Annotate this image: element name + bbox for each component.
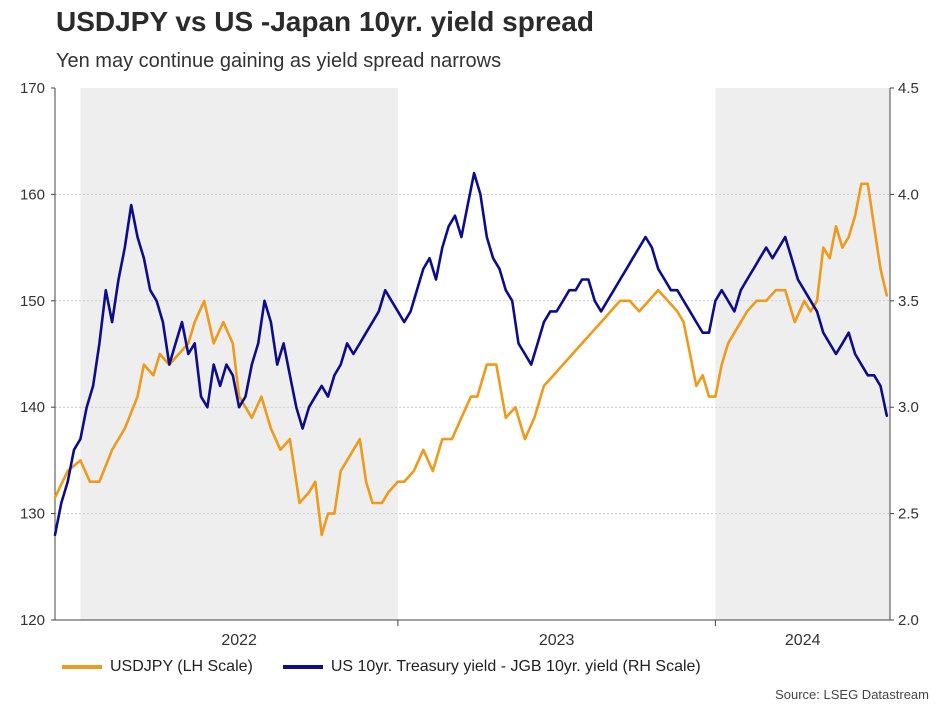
shade-band-2022	[80, 88, 398, 620]
left-tick-label-140: 140	[20, 399, 45, 416]
gridlines	[55, 193, 890, 515]
right-tick-label-2.0: 2.0	[898, 612, 919, 629]
legend-swatch-usdjpy	[62, 665, 102, 669]
year-shading	[80, 88, 890, 620]
line-yield-spread	[53, 171, 889, 537]
legend-label-spread: US 10yr. Treasury yield - JGB 10yr. yiel…	[330, 658, 701, 675]
legend-swatch-spread	[282, 665, 323, 669]
right-axis-ticks: 2.0 2.5 3.0 3.5 4.0 4.5	[890, 80, 919, 629]
right-tick-label-3.0: 3.0	[898, 399, 919, 416]
x-axis-ticks: 2022 2023 2024	[221, 620, 821, 649]
legend: USDJPY (LH Scale) US 10yr. Treasury yiel…	[62, 658, 731, 676]
x-tick-label-2024: 2024	[785, 632, 821, 649]
x-tick-label-2022: 2022	[221, 632, 257, 649]
left-tick-label-150: 150	[20, 293, 45, 310]
right-tick-label-2.5: 2.5	[898, 506, 919, 523]
left-tick-label-120: 120	[20, 612, 45, 629]
left-tick-label-170: 170	[20, 80, 45, 97]
legend-item-spread: US 10yr. Treasury yield - JGB 10yr. yiel…	[282, 658, 701, 676]
chart-title: USDJPY vs US -Japan 10yr. yield spread	[56, 6, 594, 37]
left-tick-label-160: 160	[20, 186, 45, 203]
source-note: Source: LSEG Datastream	[775, 687, 929, 702]
line-usdjpy	[53, 182, 889, 537]
legend-label-usdjpy: USDJPY (LH Scale)	[110, 658, 253, 675]
right-tick-label-3.5: 3.5	[898, 293, 919, 310]
shade-band-2024	[715, 88, 890, 620]
legend-item-usdjpy: USDJPY (LH Scale)	[62, 658, 253, 676]
series-lines	[53, 171, 889, 537]
left-axis-ticks: 120 130 140 150 160 170	[20, 80, 55, 629]
x-tick-label-2023: 2023	[539, 632, 575, 649]
chart-subtitle: Yen may continue gaining as yield spread…	[56, 50, 502, 72]
right-tick-label-4.5: 4.5	[898, 80, 919, 97]
left-tick-label-130: 130	[20, 506, 45, 523]
right-tick-label-4.0: 4.0	[898, 186, 919, 203]
